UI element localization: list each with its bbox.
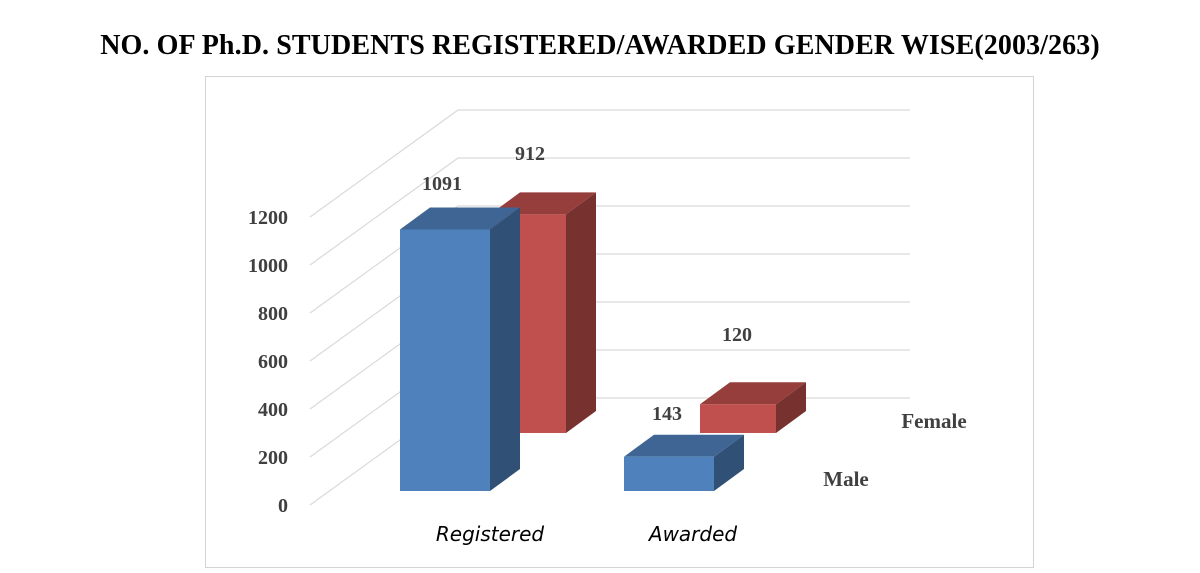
y-tick-label: 400: [258, 399, 288, 421]
category-label: Awarded: [647, 522, 738, 546]
bar-male-awarded: [624, 434, 744, 491]
bar-female-awarded-side: [776, 382, 806, 433]
category-labels: Registered Awarded: [436, 522, 738, 546]
bar-male-awarded-top: [624, 434, 744, 457]
bar-male-awarded-front: [624, 456, 714, 491]
bar-female-awarded-top: [700, 382, 806, 405]
chart-title: NO. OF Ph.D. STUDENTS REGISTERED/AWARDED…: [100, 30, 1100, 61]
y-tick-label: 200: [258, 447, 288, 469]
series-label-male: Male: [823, 467, 868, 491]
bar-male-registered: [400, 207, 520, 491]
bar-male-registered-front: [400, 229, 490, 491]
gridline-side: [309, 109, 459, 218]
y-tick-label: 1000: [248, 255, 288, 277]
series-labels: Male Female: [823, 409, 966, 491]
data-label: 143: [652, 403, 682, 425]
chart-frame: [205, 76, 1034, 568]
bar-female-awarded: [700, 382, 806, 433]
y-tick-label: 600: [258, 351, 288, 373]
data-label: 912: [515, 143, 545, 165]
bar-male-registered-side: [490, 207, 520, 491]
data-labels: 1091 912 143 120: [422, 143, 752, 425]
bar-female-registered-side: [566, 192, 596, 433]
data-label: 120: [722, 324, 752, 346]
bar-male-awarded-side: [714, 434, 744, 491]
series-label-female: Female: [901, 409, 966, 433]
y-tick-label: 0: [278, 495, 288, 517]
category-label: Registered: [436, 522, 545, 546]
data-label: 1091: [422, 173, 462, 195]
bar-male-registered-top: [400, 207, 520, 230]
y-axis-ticks: 0 200 400 600 800 1000 1200: [248, 207, 288, 517]
y-tick-label: 800: [258, 303, 288, 325]
gridline-side: [309, 157, 459, 266]
y-tick-label: 1200: [248, 207, 288, 229]
bars: [400, 192, 806, 491]
bar-female-awarded-front: [700, 404, 776, 433]
